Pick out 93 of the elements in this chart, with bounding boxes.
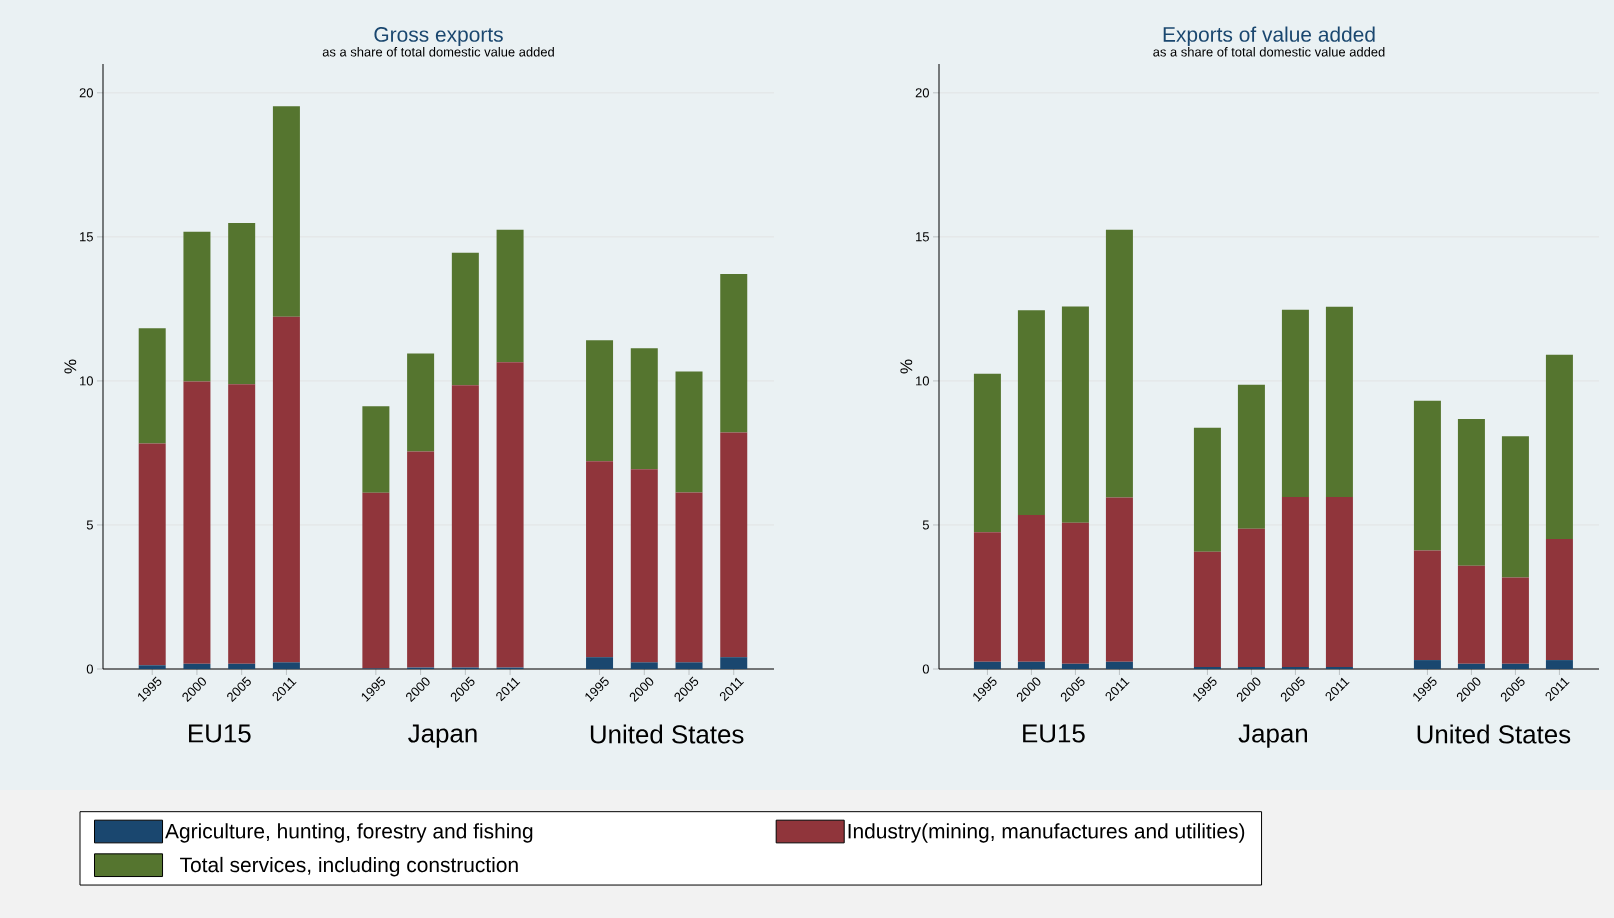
- y-tick-label: 0: [922, 664, 929, 674]
- bar: [1017, 310, 1045, 515]
- text: Japan: [408, 724, 477, 748]
- bar: [1237, 384, 1265, 529]
- bar: [1193, 551, 1221, 667]
- bar: [1457, 565, 1485, 664]
- bar: [1413, 400, 1441, 551]
- bar: [138, 443, 166, 666]
- bar: [1061, 663, 1089, 670]
- y-tick-label: 5: [922, 520, 929, 530]
- bar: [720, 274, 748, 433]
- bar: [630, 348, 658, 470]
- legend-label: Agriculture, hunting, forestry and fishing: [165, 823, 533, 843]
- chart-title: Exports of value added: [1163, 26, 1375, 46]
- bar: [362, 492, 390, 669]
- bar: [183, 663, 211, 670]
- bar: [1237, 528, 1265, 667]
- bar: [1545, 539, 1573, 661]
- y-tick-label: 15: [916, 232, 929, 242]
- bar: [451, 385, 479, 668]
- bar: [228, 223, 256, 385]
- bar: [1501, 436, 1529, 578]
- bar: [1105, 229, 1133, 498]
- bar: [362, 406, 390, 493]
- bar: [1413, 660, 1441, 670]
- text: EU15: [189, 724, 251, 743]
- bar: [1325, 666, 1353, 670]
- y-tick-label: 10: [80, 376, 93, 386]
- bar: [1501, 663, 1529, 670]
- y-axis-title: %: [900, 359, 913, 374]
- y-tick-label: 10: [916, 376, 929, 386]
- bar: [1457, 418, 1485, 566]
- legend-label: Industry(mining, manufactures and utilities): [848, 823, 1245, 843]
- y-tick-label: 0: [86, 664, 93, 674]
- text: United States: [1417, 724, 1571, 744]
- bar: [1061, 522, 1089, 664]
- bar: [183, 381, 211, 664]
- bar: [138, 665, 166, 670]
- bar: [720, 432, 748, 658]
- bar: [272, 662, 300, 670]
- y-tick-label: 20: [79, 88, 93, 98]
- bar: [1545, 660, 1573, 670]
- text: United States: [590, 724, 744, 744]
- bar: [630, 469, 658, 663]
- bar: [228, 663, 256, 670]
- chart-subtitle: as a share of total domestic value added: [322, 46, 554, 57]
- bar: [1237, 666, 1265, 670]
- bar: [1061, 306, 1089, 523]
- bar: [1281, 666, 1309, 670]
- bar: [1193, 427, 1221, 552]
- bar: [1017, 514, 1045, 662]
- y-tick-label: 15: [80, 232, 93, 242]
- y-axis-title: %: [64, 359, 77, 374]
- bar: [1105, 497, 1133, 662]
- bar: [228, 384, 256, 664]
- bar: [1457, 663, 1485, 670]
- bar: [1281, 309, 1309, 498]
- bar: [720, 657, 748, 670]
- text: Japan: [1238, 724, 1307, 748]
- chart-subtitle: as a share of total domestic value added: [1153, 46, 1385, 57]
- bar: [675, 371, 703, 493]
- bar: [407, 451, 435, 668]
- text: EU15: [1023, 724, 1085, 743]
- bar: [1105, 661, 1133, 670]
- bar: [1501, 577, 1529, 664]
- bar: [1413, 550, 1441, 661]
- bar: [496, 362, 524, 668]
- chart-title: Gross exports: [374, 27, 503, 46]
- bar: [973, 373, 1001, 533]
- bar: [675, 662, 703, 670]
- y-tick-label: 20: [915, 88, 929, 98]
- y-tick-label: 5: [86, 520, 93, 530]
- bar: [272, 316, 300, 663]
- bar: [586, 657, 614, 670]
- bar: [407, 353, 435, 452]
- bar: [586, 461, 614, 658]
- bar: [675, 492, 703, 663]
- bar: [630, 662, 658, 670]
- bar: [586, 340, 614, 462]
- bar: [973, 532, 1001, 662]
- bar: [451, 252, 479, 386]
- bar: [183, 231, 211, 382]
- bar: [496, 229, 524, 363]
- bar: [1281, 497, 1309, 667]
- bar: [1193, 666, 1221, 670]
- bar: [973, 661, 1001, 670]
- legend-label: Total services, including construction: [180, 856, 518, 877]
- bar: [1017, 661, 1045, 670]
- bar: [1545, 354, 1573, 540]
- bar: [1325, 306, 1353, 498]
- bar: [138, 328, 166, 444]
- bar: [272, 106, 300, 317]
- bar: [1325, 497, 1353, 667]
